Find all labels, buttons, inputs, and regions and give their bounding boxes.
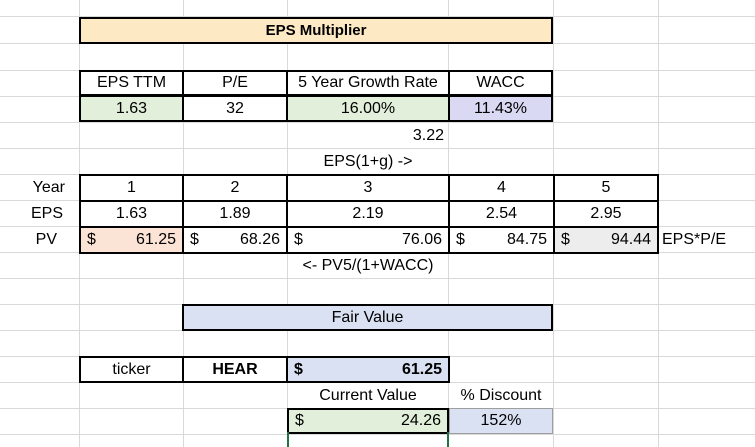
- row-label-pv: PV: [35, 230, 57, 248]
- row-label-eps: EPS: [30, 204, 63, 222]
- header-wacc: WACC: [448, 70, 553, 96]
- currency-symbol: $: [294, 360, 303, 378]
- ticker-value[interactable]: HEAR: [182, 356, 288, 383]
- pv-value: 94.44: [610, 231, 651, 248]
- current-value-label: Current Value: [319, 386, 417, 404]
- pv-value: 61.25: [135, 231, 176, 248]
- header-pe: P/E: [182, 70, 288, 96]
- currency-symbol: $: [295, 412, 304, 429]
- input-pe[interactable]: 32: [182, 95, 288, 122]
- currency-symbol: $: [294, 231, 303, 248]
- current-value-cell[interactable]: $ 24.26: [287, 408, 449, 434]
- input-wacc[interactable]: 11.43%: [448, 95, 553, 122]
- discount-value: 152%: [449, 408, 553, 434]
- fair-value-amount: $ 61.25: [286, 356, 450, 383]
- currency-symbol: $: [87, 231, 96, 248]
- year-1: 1: [79, 174, 184, 202]
- pv-year-2: $ 68.26: [182, 226, 288, 254]
- fair-value-number: 61.25: [401, 360, 442, 378]
- pv-year-5: $ 94.44: [553, 226, 659, 254]
- ticker-label: ticker: [79, 356, 184, 383]
- eps-year-1: 1.63: [79, 200, 184, 228]
- input-growth-rate[interactable]: 16.00%: [286, 95, 450, 122]
- eps-pe-note: EPS*P/E: [662, 230, 727, 248]
- eps-year-4: 2.54: [448, 200, 555, 228]
- pv-year-3: $ 76.06: [286, 226, 450, 254]
- year-4: 4: [448, 174, 555, 202]
- currency-symbol: $: [456, 231, 465, 248]
- row-label-year: Year: [32, 178, 65, 196]
- eps-year-2: 1.89: [182, 200, 288, 228]
- year-3: 3: [286, 174, 450, 202]
- growth-note: EPS(1+g) ->: [323, 152, 413, 170]
- header-eps-ttm: EPS TTM: [79, 70, 184, 96]
- discount-label: % Discount: [460, 386, 542, 404]
- pv-value: 76.06: [401, 231, 442, 248]
- input-eps-ttm[interactable]: 1.63: [79, 95, 184, 122]
- fair-value-banner: Fair Value: [182, 304, 553, 331]
- pv-value: 68.26: [239, 231, 280, 248]
- current-value-number: 24.26: [400, 412, 441, 429]
- pv-value: 84.75: [506, 231, 547, 248]
- currency-symbol: $: [190, 231, 199, 248]
- pv-year-1: $ 61.25: [79, 226, 184, 254]
- selection-highlight: [287, 432, 449, 447]
- pv-note: <- PV5/(1+WACC): [302, 256, 434, 274]
- currency-symbol: $: [561, 231, 570, 248]
- title-banner: EPS Multiplier: [79, 17, 553, 44]
- eps-year-5: 2.95: [553, 200, 659, 228]
- eps-year-3: 2.19: [286, 200, 450, 228]
- year-2: 2: [182, 174, 288, 202]
- pv-year-4: $ 84.75: [448, 226, 555, 254]
- header-growth-rate: 5 Year Growth Rate: [286, 70, 450, 96]
- year-5: 5: [553, 174, 659, 202]
- multiplier-value: 3.22: [412, 126, 444, 144]
